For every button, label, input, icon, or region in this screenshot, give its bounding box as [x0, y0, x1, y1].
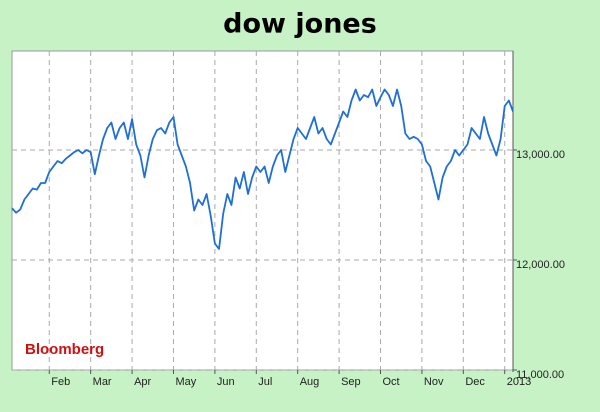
y-tick-label: 12,000.00 — [516, 259, 565, 271]
x-tick-label: Oct — [383, 376, 400, 388]
plot-area — [11, 50, 514, 371]
x-tick-label: Apr — [134, 376, 151, 388]
x-tick-label: Aug — [300, 376, 320, 388]
y-tick-label: 13,000.00 — [516, 149, 565, 161]
x-tick-label: Feb — [51, 376, 70, 388]
y-tick-label: 11,000.00 — [516, 369, 564, 381]
x-tick-label: Nov — [424, 376, 444, 388]
x-tick-label: 2013 — [507, 376, 531, 388]
chart-title: dow jones — [223, 9, 377, 40]
x-tick-label: Jul — [258, 376, 272, 388]
source-label: Bloomberg — [25, 341, 104, 358]
line-series — [11, 88, 514, 250]
x-tick-label: Sep — [341, 376, 361, 388]
x-tick-label: May — [175, 376, 196, 388]
x-tick-label: Mar — [93, 376, 112, 388]
x-tick-label: Dec — [465, 376, 485, 388]
x-tick-label: Jun — [217, 376, 235, 388]
